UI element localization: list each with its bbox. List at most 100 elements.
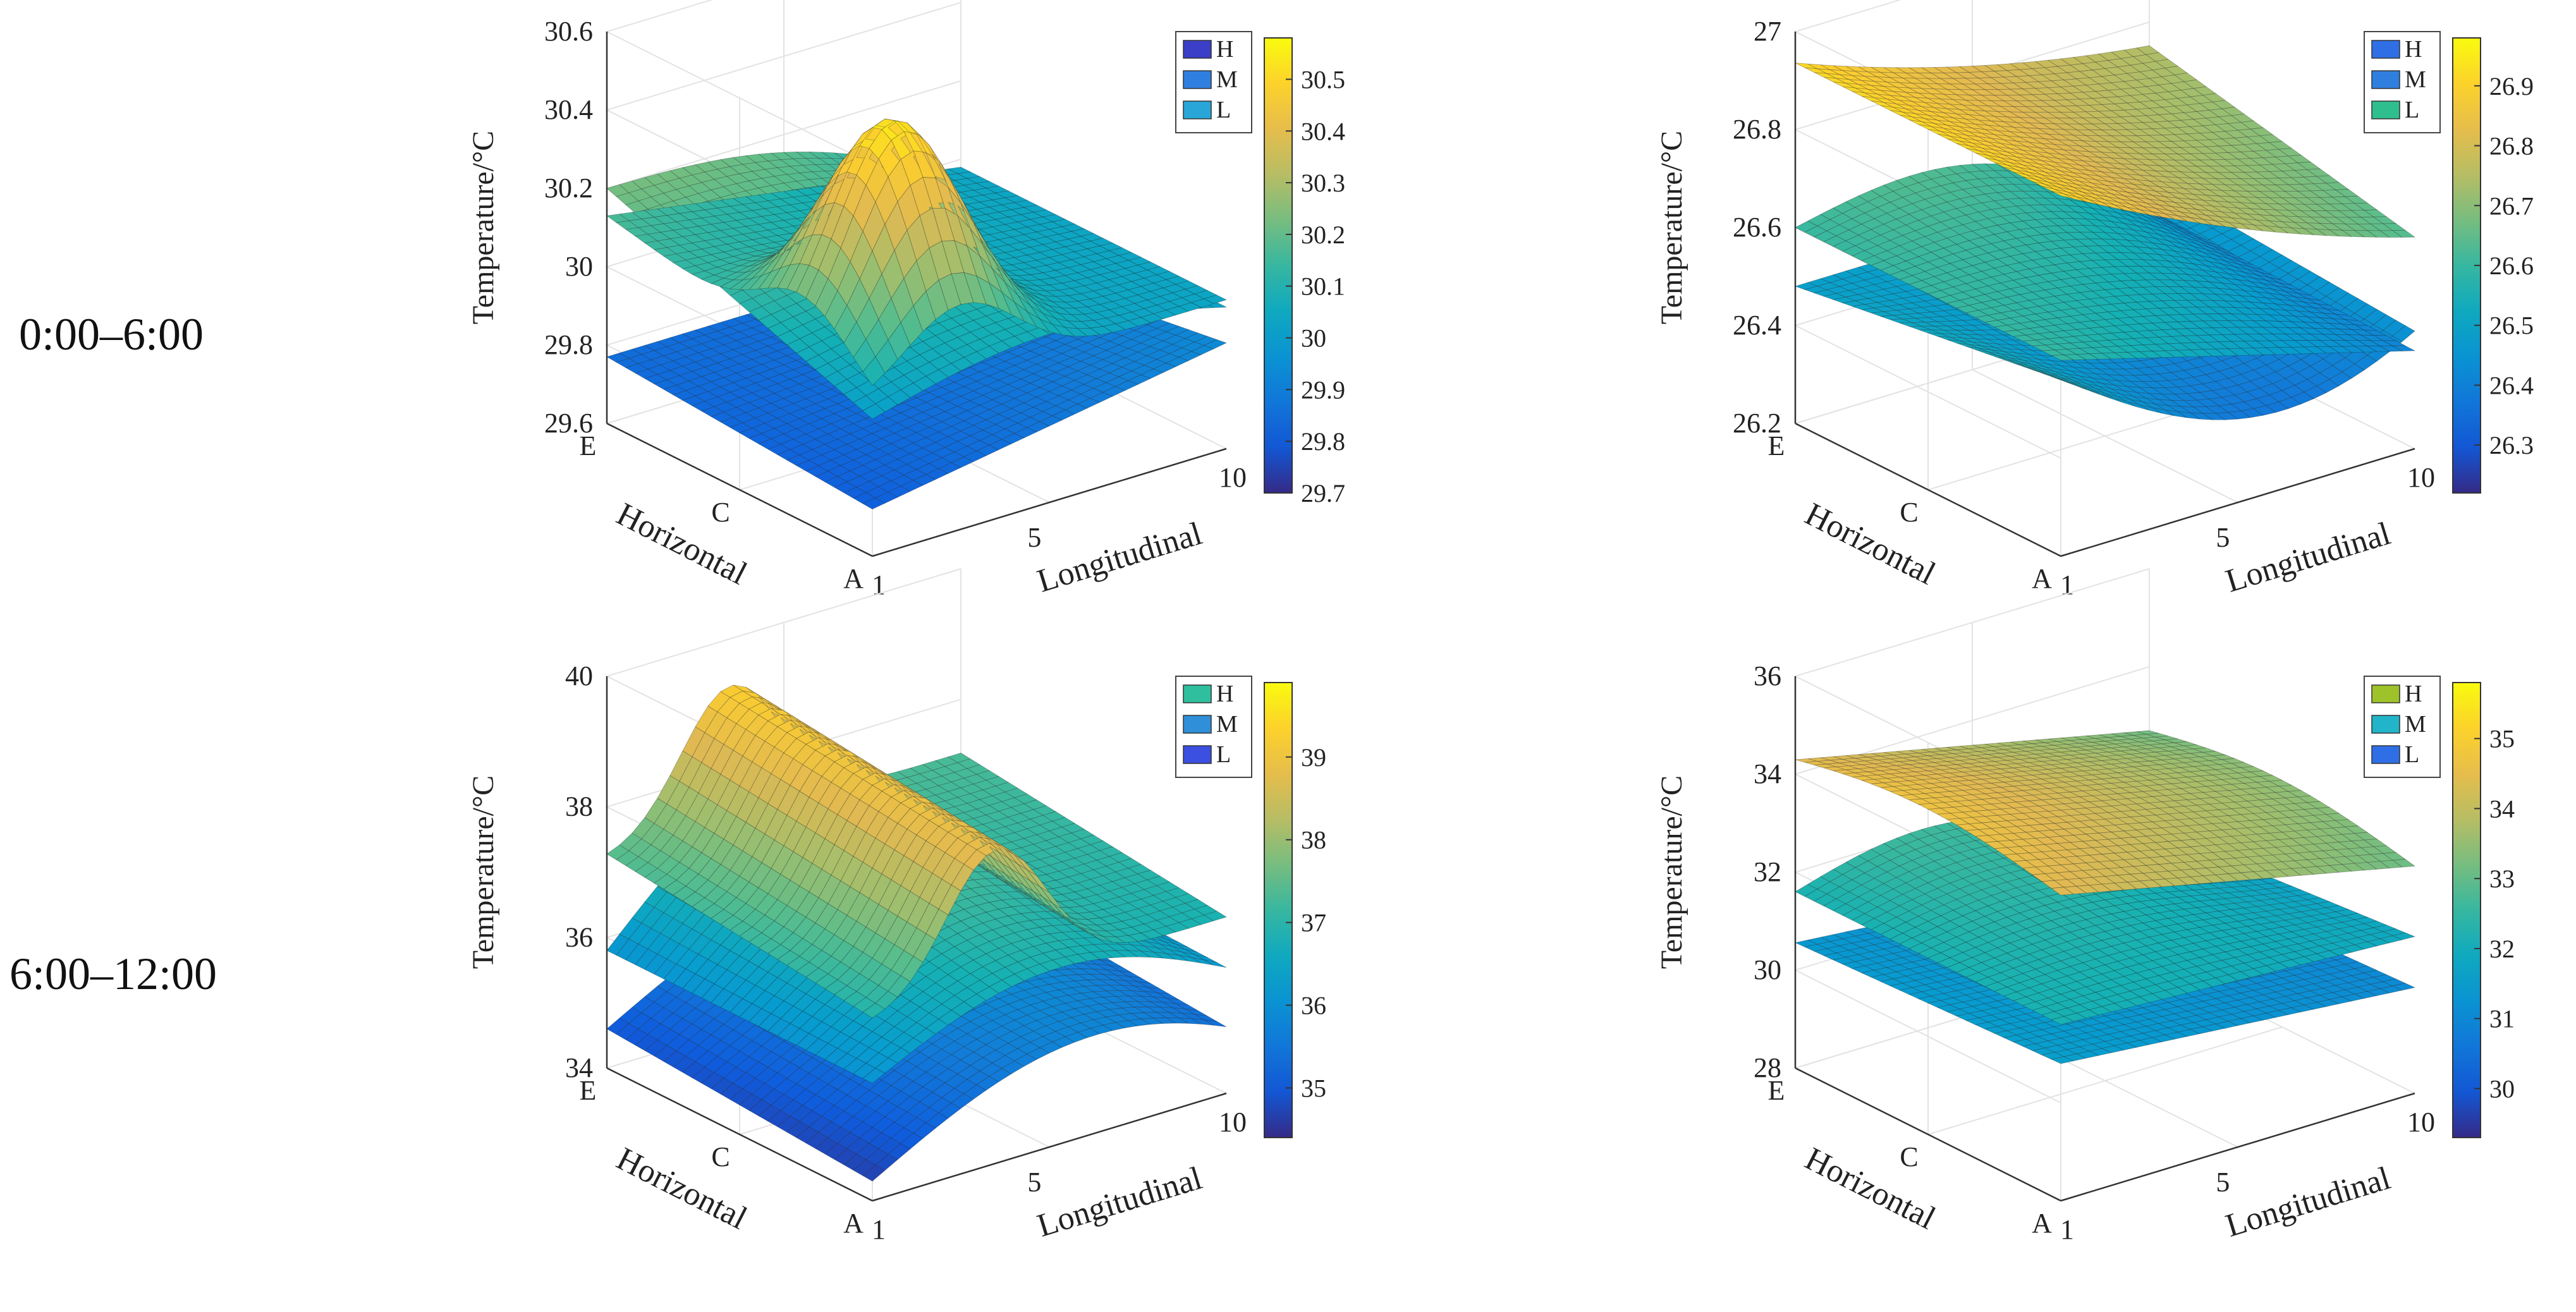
z-tick-label: 30.6	[544, 16, 593, 47]
surface-svg: 34 36 38 40 1 5 10 A C E Temperature/°C Longitudina…	[467, 568, 1326, 1245]
legend-swatch-M	[1183, 715, 1212, 734]
x-axis-label: Longitudinal	[1033, 516, 1206, 600]
colorbar-tick-label: 30.3	[1301, 169, 1345, 197]
legend-label-L: L	[1216, 741, 1231, 768]
y-tick-label: E	[580, 1075, 597, 1106]
x-axis-label: Longitudinal	[2221, 1160, 2395, 1244]
colorbar-tick-label: 33	[2489, 865, 2515, 893]
z-tick-label: 30.4	[544, 94, 593, 125]
z-axis-label: Temperature/°C	[467, 775, 500, 969]
z-tick-label: 29.8	[544, 329, 593, 360]
colorbar-tick-label: 30	[2489, 1074, 2515, 1103]
x-tick-label: 5	[1027, 1167, 1041, 1198]
colorbar-tick-label: 34	[2489, 794, 2515, 823]
z-tick-label: 26.6	[1733, 212, 1781, 243]
surface-chart-3: 34 36 38 40 1 5 10 A C E Temperature/°C Longitudina…	[467, 568, 1353, 1277]
colorbar-tick-label: 29.7	[1301, 479, 1345, 507]
colorbar-tick-label: 29.8	[1301, 427, 1345, 456]
legend-label-M: M	[2405, 66, 2426, 93]
legend-label-L: L	[2405, 741, 2419, 768]
colorbar-tick-label: 32	[2489, 935, 2515, 963]
z-axis-label: Temperature/°C	[1655, 131, 1688, 324]
surface-M	[1795, 163, 2416, 361]
colorbar-tick-label: 38	[1301, 826, 1326, 854]
colorbar-tick-label: 26.5	[2489, 312, 2534, 340]
z-tick-label: 26.8	[1733, 114, 1781, 145]
legend-label-H: H	[1216, 681, 1233, 707]
colorbar	[1264, 37, 1293, 494]
surface-svg: 28 30 32 34 36 1 5 10 A C E Temperature/°C Longitudi…	[1655, 568, 2515, 1245]
colorbar-tick-label: 30.2	[1301, 221, 1345, 249]
x-tick-label: 5	[2216, 1167, 2230, 1198]
z-tick-label: 40	[565, 660, 593, 691]
legend-label-M: M	[2405, 711, 2426, 738]
legend: HML	[1175, 676, 1252, 778]
legend: HML	[2364, 676, 2441, 778]
legend-swatch-L	[1183, 745, 1212, 764]
surface-chart-2: 26.2 26.4 26.6 26.8 27 1 5 10 A C E Temperature/°C L…	[1655, 0, 2541, 632]
colorbar-tick-label: 26.3	[2489, 431, 2534, 459]
row-label-night: 0:00–6:00	[19, 309, 204, 360]
colorbar-tick-label: 30	[1301, 324, 1326, 353]
z-tick-label: 34	[565, 1052, 593, 1083]
surface-chart-4: 28 30 32 34 36 1 5 10 A C E Temperature/°C Longitudi…	[1655, 568, 2541, 1277]
y-tick-label: C	[711, 1141, 729, 1172]
colorbar-tick-label: 37	[1301, 909, 1326, 937]
z-tick-label: 36	[565, 921, 593, 952]
surface-H	[1795, 45, 2416, 238]
legend-swatch-L	[2371, 745, 2400, 764]
legend-swatch-M	[1183, 70, 1212, 89]
legend-label-H: H	[1216, 36, 1233, 63]
legend-label-M: M	[1216, 66, 1238, 93]
colorbar-tick-label: 35	[1301, 1074, 1326, 1102]
y-axis-label: Horizontal	[1799, 1141, 1941, 1237]
colorbar-tick-label: 30.5	[1301, 65, 1345, 94]
colorbar-tick-label: 26.4	[2489, 371, 2534, 399]
x-tick-label: 1	[872, 1214, 886, 1245]
colorbar	[1264, 682, 1293, 1138]
x-tick-label: 10	[1219, 462, 1247, 493]
colorbar-tick-label: 26.8	[2489, 132, 2534, 161]
z-tick-label: 34	[1754, 758, 1781, 789]
z-tick-label: 36	[1754, 660, 1781, 691]
x-tick-label: 10	[2407, 1107, 2435, 1138]
row-label-morning: 6:00–12:00	[9, 949, 217, 999]
z-tick-label: 38	[565, 791, 593, 822]
y-tick-label: A	[2032, 563, 2052, 594]
colorbar-tick-label: 29.9	[1301, 375, 1345, 404]
x-axis-label: Longitudinal	[2221, 516, 2395, 600]
z-tick-label: 28	[1754, 1052, 1781, 1083]
legend-swatch-M	[2371, 715, 2400, 734]
colorbar-tick-label: 39	[1301, 743, 1326, 772]
z-tick-label: 26.2	[1733, 408, 1781, 439]
y-tick-label: C	[711, 497, 729, 528]
legend-swatch-H	[2371, 40, 2400, 59]
colorbar-tick-label: 31	[2489, 1005, 2515, 1033]
legend-swatch-L	[2371, 100, 2400, 119]
x-axis-label: Longitudinal	[1033, 1160, 1206, 1244]
colorbar-tick-label: 30.1	[1301, 272, 1345, 301]
y-axis-label: Horizontal	[1799, 496, 1941, 592]
x-tick-label: 10	[2407, 462, 2435, 493]
x-tick-label: 10	[1219, 1107, 1247, 1138]
y-tick-label: E	[1768, 1075, 1785, 1106]
y-axis-label: Horizontal	[611, 1141, 752, 1237]
y-tick-label: E	[1768, 430, 1785, 461]
x-tick-label: 5	[1027, 522, 1041, 553]
legend-label-M: M	[1216, 711, 1238, 738]
z-tick-label: 30	[1754, 954, 1781, 985]
surface-H	[1795, 730, 2416, 896]
colorbar-tick-label: 35	[2489, 725, 2515, 753]
z-tick-label: 29.6	[544, 408, 593, 439]
z-axis-label: Temperature/°C	[467, 131, 500, 324]
surface-H	[606, 684, 1227, 1019]
legend-swatch-H	[1183, 684, 1212, 703]
z-tick-label: 30	[565, 251, 593, 282]
colorbar-tick-label: 26.7	[2489, 191, 2534, 220]
y-tick-label: C	[1900, 497, 1918, 528]
legend-label-H: H	[2405, 36, 2422, 63]
y-tick-label: C	[1900, 1141, 1918, 1172]
legend-swatch-L	[1183, 100, 1212, 119]
z-tick-label: 32	[1754, 856, 1781, 887]
legend-swatch-H	[2371, 684, 2400, 703]
